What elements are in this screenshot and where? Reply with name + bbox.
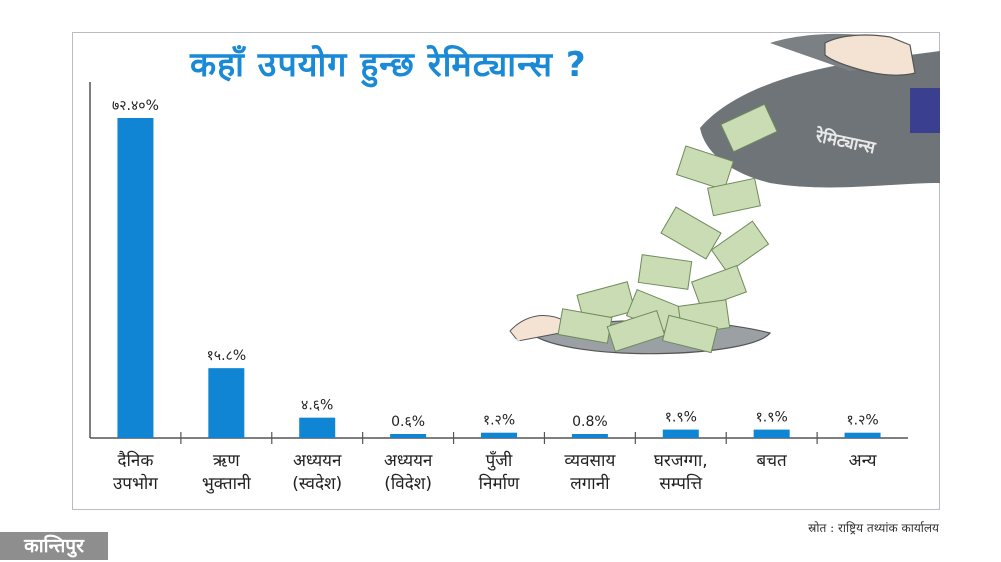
x-tick-label-line: ऋण xyxy=(212,451,240,471)
bar-5 xyxy=(481,432,517,438)
x-tick-label-line: अन्य xyxy=(848,451,877,471)
bar-1 xyxy=(117,118,154,438)
hand-icon xyxy=(824,34,916,76)
x-tick-label-line: व्यवसाय xyxy=(564,451,616,471)
x-tick-label-8: बचत xyxy=(726,450,818,473)
money-notes xyxy=(557,103,778,354)
x-tick-label-3: अध्ययन (स्वदेश) xyxy=(271,450,363,496)
x-tick-label-line: सम्पत्ति xyxy=(659,474,703,494)
chart-title: कहाँ उपयोग हुन्छ रेमिट्यान्स ? xyxy=(190,45,587,85)
x-tick-label-line: निर्माण xyxy=(478,474,520,494)
watermark: कान्तिपुर xyxy=(489,338,542,358)
data-label-6: 0.8% xyxy=(572,414,608,430)
source-note: स्रोत : राष्ट्रिय तथ्यांक कार्यालय xyxy=(808,521,939,535)
data-label-2: १५.८% xyxy=(207,348,247,364)
bar-8 xyxy=(753,429,790,438)
x-tick-label-5: पुँजी निर्माण xyxy=(453,450,545,496)
x-tick-label-line: अध्ययन xyxy=(292,451,342,471)
data-label-5: १.२% xyxy=(483,413,515,429)
money-bag xyxy=(700,51,940,188)
remittance-illustration: रेमिट्यान्स कान्तिपुर xyxy=(489,33,940,358)
x-tick-label-line: बचत xyxy=(756,451,787,471)
x-tick-label-line: (स्वदेश) xyxy=(292,474,343,494)
x-tick-label-line: पुँजी xyxy=(485,451,513,471)
x-tick-label-line: घरजग्गा, xyxy=(653,451,708,471)
x-tick-label-6: व्यवसाय लगानी xyxy=(544,450,636,496)
data-label-7: १.९% xyxy=(665,410,697,426)
x-tick-label-9: अन्य xyxy=(817,450,909,473)
bar-6 xyxy=(571,434,608,438)
bar-4 xyxy=(390,434,427,438)
bar-9 xyxy=(844,432,881,438)
x-tick-label-line: दैनिक xyxy=(117,451,154,471)
data-label-8: १.९% xyxy=(756,410,788,426)
kantipur-logo: कान्तिपुर xyxy=(0,532,108,560)
x-tick-label-line: लगानी xyxy=(570,474,610,494)
data-label-4: 0.६% xyxy=(391,414,425,430)
x-tick-label-7: घरजग्गा, सम्पत्ति xyxy=(635,450,727,496)
x-tick-label-1: दैनिक उपभोग xyxy=(89,450,181,496)
data-label-9: १.२% xyxy=(846,413,878,429)
bar-2 xyxy=(208,368,245,438)
sleeve xyxy=(910,88,940,133)
data-label-1: ७२.४०% xyxy=(112,98,159,114)
x-tick-label-4: अध्ययन (विदेश) xyxy=(362,450,454,496)
x-tick-label-line: भुक्तानी xyxy=(201,474,251,494)
x-tick-label-line: अध्ययन xyxy=(383,451,433,471)
bar-3 xyxy=(299,417,336,438)
bar-7 xyxy=(662,429,699,438)
x-tick-label-2: ऋण भुक्तानी xyxy=(180,450,272,496)
data-label-3: ४.६% xyxy=(301,398,333,414)
x-tick-label-line: (विदेश) xyxy=(384,474,432,494)
x-tick-label-line: उपभोग xyxy=(112,474,158,494)
